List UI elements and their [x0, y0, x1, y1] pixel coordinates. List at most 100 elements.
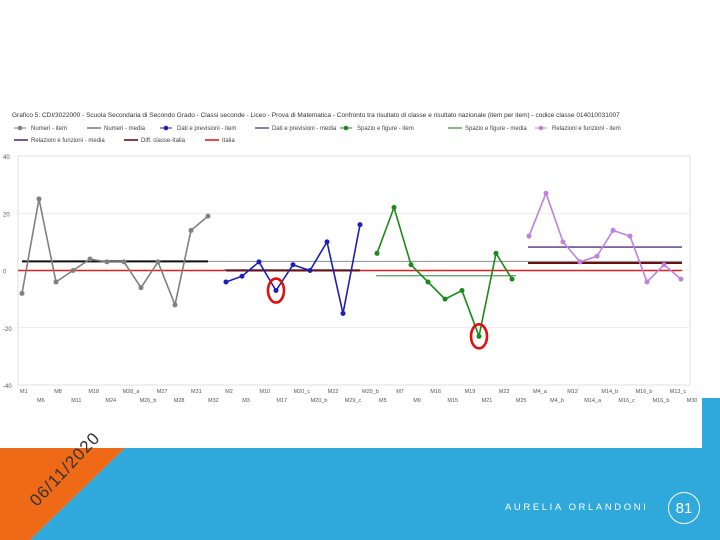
data-point: [661, 262, 667, 268]
x-tick-label: M18: [88, 389, 99, 395]
slide-author: AURELIA ORLANDONI: [505, 502, 649, 513]
data-point: [87, 256, 93, 262]
data-point: [256, 259, 262, 265]
y-tick-label: 0: [3, 270, 7, 276]
y-tick-label: 40: [3, 155, 10, 161]
x-tick-label: M20_b: [311, 398, 328, 404]
legend-label: Relazioni e funzioni - media: [31, 138, 105, 144]
x-tick-label: M4_a: [533, 389, 548, 395]
x-tick-label: M7: [396, 389, 404, 395]
legend-label: Dati e previsioni - media: [272, 126, 337, 132]
x-tick-label: M11: [71, 398, 81, 404]
data-point: [560, 239, 566, 245]
x-tick-label: M23: [499, 389, 510, 395]
data-point: [594, 253, 600, 259]
highlight-oval: [469, 323, 489, 350]
x-tick-label: M9: [413, 398, 421, 404]
data-point: [205, 213, 211, 219]
x-tick-label: M1: [20, 389, 28, 395]
x-tick-label: M15: [447, 398, 458, 404]
data-point: [273, 288, 279, 294]
data-point: [172, 302, 178, 308]
x-tick-label: M25: [516, 398, 527, 404]
x-tick-label: M12: [567, 389, 578, 395]
footer-blue-band: [30, 448, 720, 540]
x-tick-label: M32: [208, 398, 219, 404]
x-tick-label: M6: [37, 398, 45, 404]
legend-label: Relazioni e funzioni - item: [552, 126, 621, 132]
page-number: 81: [668, 492, 700, 524]
highlight-oval: [266, 277, 286, 304]
data-point: [104, 259, 110, 265]
data-point: [526, 233, 532, 239]
data-point: [239, 273, 245, 279]
data-point: [543, 190, 549, 196]
x-tick-label: M14_b: [601, 389, 618, 395]
x-tick-label: M29_c: [345, 398, 362, 404]
data-point: [476, 333, 482, 339]
data-point: [70, 268, 76, 273]
data-point: [340, 310, 346, 316]
data-point: [493, 250, 499, 256]
y-tick-label: 20: [3, 212, 10, 218]
data-point: [324, 239, 330, 245]
legend-label: Numeri - item: [31, 126, 67, 132]
legend-label: Italia: [222, 138, 235, 144]
x-tick-label: M26_b: [140, 398, 157, 404]
data-point: [307, 268, 313, 273]
data-point: [408, 262, 414, 268]
data-point: [459, 288, 465, 294]
data-point: [425, 279, 431, 285]
x-tick-label: M10: [259, 389, 270, 395]
data-point: [155, 259, 161, 265]
x-tick-label: M20_c: [294, 389, 311, 395]
data-point: [290, 262, 296, 268]
legend-label: Diff. classe-Italia: [141, 138, 186, 144]
x-tick-label: M17: [276, 398, 287, 404]
x-tick-label: M2: [225, 389, 233, 395]
data-point: [19, 290, 25, 296]
x-tick-label: M21: [482, 398, 493, 404]
data-point: [627, 233, 633, 239]
x-tick-label: M14_a: [584, 398, 602, 404]
legend-label: Dati e previsioni - item: [177, 126, 236, 132]
data-point: [357, 222, 363, 228]
x-tick-label: M16_c: [618, 398, 635, 404]
footer-orange-triangle: [0, 448, 125, 540]
data-point: [188, 227, 194, 233]
x-tick-label: M5: [379, 398, 387, 404]
x-tick-label: M3: [242, 398, 250, 404]
legend-swatch-dot: [17, 125, 23, 131]
x-tick-label: M24: [105, 398, 116, 404]
data-point: [391, 205, 397, 211]
data-point: [36, 196, 42, 202]
x-tick-label: M28_a: [123, 389, 141, 395]
x-tick-label: M16_b: [636, 389, 653, 395]
x-tick-label: M31: [191, 389, 202, 395]
data-point: [678, 276, 684, 282]
chart-title: Grafico 5: CDI/3022000 - Scuola Secondar…: [12, 112, 620, 119]
data-point: [121, 259, 127, 265]
x-tick-label: M4_b: [550, 398, 564, 404]
legend-label: Spazio e figure - media: [465, 126, 527, 132]
x-tick-label: M19: [465, 389, 476, 395]
x-tick-label: M27: [157, 389, 168, 395]
data-point: [577, 259, 583, 265]
legend-swatch-dot: [343, 125, 349, 131]
legend-swatch-dot: [163, 125, 169, 131]
y-tick-label: -20: [3, 327, 12, 333]
series-line: [528, 190, 682, 284]
x-tick-label: M8: [54, 389, 62, 395]
y-tick-label: -40: [3, 384, 12, 390]
x-tick-label: M13_c: [670, 389, 687, 395]
footer-right-accent: [702, 398, 720, 448]
x-tick-label: M28: [174, 398, 185, 404]
legend-label: Spazio e figure - item: [357, 126, 414, 132]
legend-swatch-dot: [538, 125, 544, 131]
legend-label: Numeri - media: [104, 126, 146, 132]
x-tick-label: M30: [687, 398, 698, 404]
data-point: [374, 250, 380, 256]
x-tick-label: M16_b: [653, 398, 670, 404]
